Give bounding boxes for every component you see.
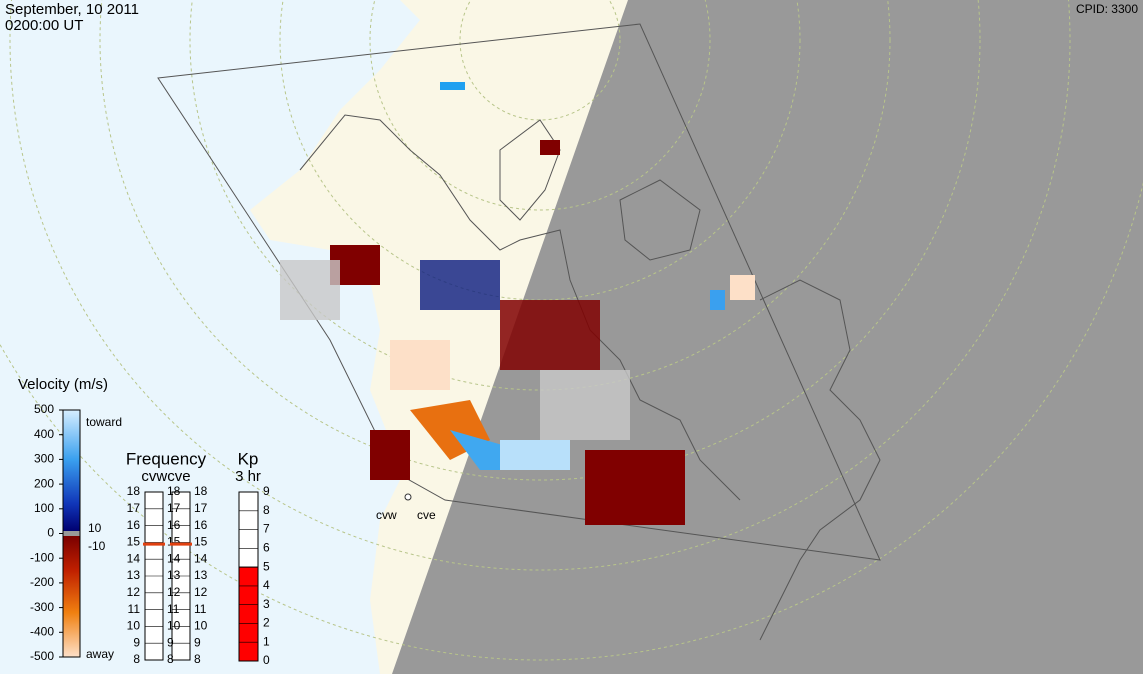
frequency-tick-label: 16 (127, 518, 141, 532)
time: 0200:00 UT (5, 17, 83, 34)
velocity-tick-label: -500 (30, 649, 54, 663)
velocity-toward: toward (86, 415, 122, 429)
cpid: CPID: 3300 (1076, 2, 1138, 16)
frequency-tick-label: 8 (167, 652, 174, 666)
frequency-tick-label: 14 (167, 551, 181, 565)
kp-tick-label: 2 (263, 616, 270, 630)
kp-tick-label: 6 (263, 541, 270, 555)
frequency-tick-label: 13 (127, 568, 141, 582)
kp-tick-label: 8 (263, 503, 270, 517)
frequency-tick-label: 18 (127, 484, 141, 498)
kp-tick-label: 0 (263, 653, 270, 667)
kp-tick-label: 9 (263, 484, 270, 498)
frequency-tick-label: 10 (194, 619, 208, 633)
velocity-tick-label: 500 (34, 402, 54, 416)
frequency-tick-label: 11 (194, 602, 207, 616)
frequency-tick-label: 11 (128, 602, 141, 616)
velocity-tick-label: 200 (34, 476, 54, 490)
velocity-tick-label: -100 (30, 550, 54, 564)
radar-cells (280, 82, 755, 525)
velocity-tick-label: 300 (34, 452, 54, 466)
frequency-tick-label: 9 (194, 635, 201, 649)
night-shade (392, 0, 1143, 674)
frequency-tick-label: 16 (167, 518, 181, 532)
velocity-away: away (86, 647, 114, 661)
radar-fan (157, 23, 881, 561)
kp-tick-label: 1 (263, 634, 270, 648)
frequency-tick-label: 12 (167, 585, 181, 599)
frequency-tick-label: 9 (133, 635, 140, 649)
velocity-threshold: -10 (88, 539, 106, 553)
velocity-tick-label: -400 (30, 624, 54, 638)
velocity-threshold: 10 (88, 521, 102, 535)
velocity-tick-label: -200 (30, 575, 54, 589)
kp-tick-label: 7 (263, 522, 270, 536)
date: September, 10 2011 (5, 1, 139, 18)
frequency-tick-label: 17 (194, 501, 208, 515)
velocity-tick-label: -300 (30, 600, 54, 614)
kp-subtitle: 3 hr (235, 468, 261, 485)
frequency-tick-label: 8 (194, 652, 201, 666)
velocity-tick-label: 400 (34, 427, 54, 441)
frequency-tick-label: 12 (194, 585, 208, 599)
frequency-tick-label: 9 (167, 635, 174, 649)
frequency-tick-label: 18 (194, 484, 208, 498)
frequency-tick-label: 17 (167, 501, 181, 515)
frequency-title: Frequency (126, 449, 207, 468)
frequency-columns: cvwcve (141, 468, 190, 485)
frequency-tick-label: 15 (167, 535, 181, 549)
frequency-tick-label: 15 (194, 535, 208, 549)
kp-bar (238, 566, 259, 662)
radar-site (404, 493, 412, 501)
frequency-tick-label: 13 (194, 568, 208, 582)
frequency-tick-label: 10 (127, 619, 141, 633)
radar-label: cve (417, 508, 436, 522)
frequency-tick-label: 17 (127, 501, 141, 515)
frequency-tick-label: 16 (194, 518, 208, 532)
kp-tick-label: 3 (263, 597, 270, 611)
frequency-tick-label: 14 (127, 551, 141, 565)
velocity-tick-label: 0 (47, 526, 54, 540)
kp-tick-label: 4 (263, 578, 270, 592)
frequency-tick-label: 8 (133, 652, 140, 666)
frequency-tick-label: 13 (167, 568, 181, 582)
radar-label: cvw (376, 508, 397, 522)
frequency-tick-label: 14 (194, 551, 208, 565)
frequency-tick-label: 15 (127, 535, 141, 549)
frequency-tick-label: 12 (127, 585, 141, 599)
velocity-colorbar (62, 409, 81, 658)
velocity-tick-label: 100 (34, 501, 54, 515)
velocity-title: Velocity (m/s) (18, 376, 108, 393)
frequency-tick-label: 11 (167, 602, 180, 616)
kp-tick-label: 5 (263, 559, 270, 573)
frequency-tick-label: 10 (167, 619, 181, 633)
kp-title: Kp (238, 449, 259, 468)
coastlines (299, 114, 881, 641)
frequency-tick-label: 18 (167, 484, 181, 498)
